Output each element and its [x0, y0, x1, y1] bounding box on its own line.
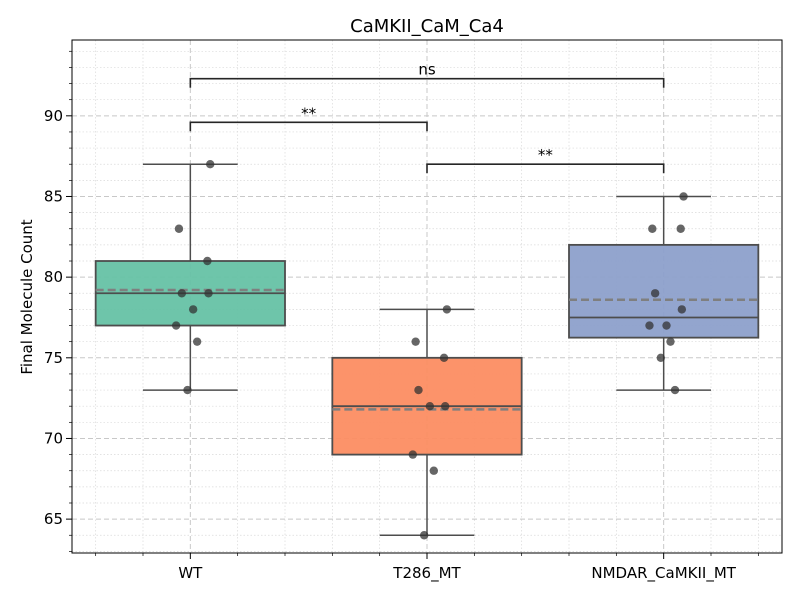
- data-point: [677, 305, 687, 314]
- axes: 65 70 75 80 85 90 WT T286_MT NMDAR_CaMKII_MT: [44, 39, 783, 583]
- data-point: [676, 224, 685, 233]
- boxes: [94, 163, 760, 537]
- data-point: [419, 531, 429, 540]
- data-point: [183, 385, 192, 395]
- y-tick-label: 85: [44, 187, 63, 205]
- x-tick-label: WT: [178, 564, 203, 582]
- data-point: [442, 305, 452, 314]
- significance-bracket: [189, 121, 428, 132]
- significance-bracket: [426, 163, 665, 174]
- chart-title: CaMKII_CaM_Ca4: [350, 16, 504, 37]
- y-tick-label: 80: [44, 268, 63, 286]
- data-point: [171, 321, 181, 330]
- data-point: [662, 321, 671, 330]
- y-tick-label: 65: [44, 510, 63, 528]
- significance-label: ns: [418, 61, 436, 79]
- y-tick-label: 70: [44, 429, 63, 447]
- box-NMDAR_CaMKII_MT: [568, 243, 760, 339]
- data-points: [171, 160, 688, 540]
- significance-label: **: [301, 104, 317, 122]
- significance-bracket: [189, 77, 665, 88]
- data-point: [666, 337, 675, 346]
- data-point: [650, 289, 660, 298]
- data-point: [174, 224, 184, 233]
- data-point: [206, 160, 215, 169]
- data-point: [204, 289, 213, 298]
- data-point: [648, 224, 657, 233]
- data-point: [429, 466, 439, 475]
- x-tick-label: T286_MT: [392, 564, 461, 583]
- data-point: [408, 450, 417, 459]
- data-point: [670, 385, 680, 395]
- data-point: [192, 337, 202, 346]
- data-point: [645, 321, 654, 330]
- data-point: [203, 256, 212, 266]
- data-point: [177, 289, 187, 298]
- significance-brackets: ns ** **: [189, 61, 665, 174]
- data-point: [439, 353, 449, 363]
- y-tick-label: 75: [44, 349, 63, 367]
- data-point: [679, 192, 688, 201]
- data-point: [414, 385, 423, 395]
- data-point: [425, 401, 435, 411]
- x-tick-label: NMDAR_CaMKII_MT: [591, 564, 736, 583]
- data-point: [411, 337, 420, 346]
- data-point: [440, 401, 450, 411]
- significance-label: **: [538, 146, 554, 164]
- data-point: [656, 353, 666, 363]
- data-point: [188, 305, 198, 314]
- y-tick-label: 90: [44, 107, 63, 125]
- y-axis-label: Final Molecule Count: [18, 219, 36, 374]
